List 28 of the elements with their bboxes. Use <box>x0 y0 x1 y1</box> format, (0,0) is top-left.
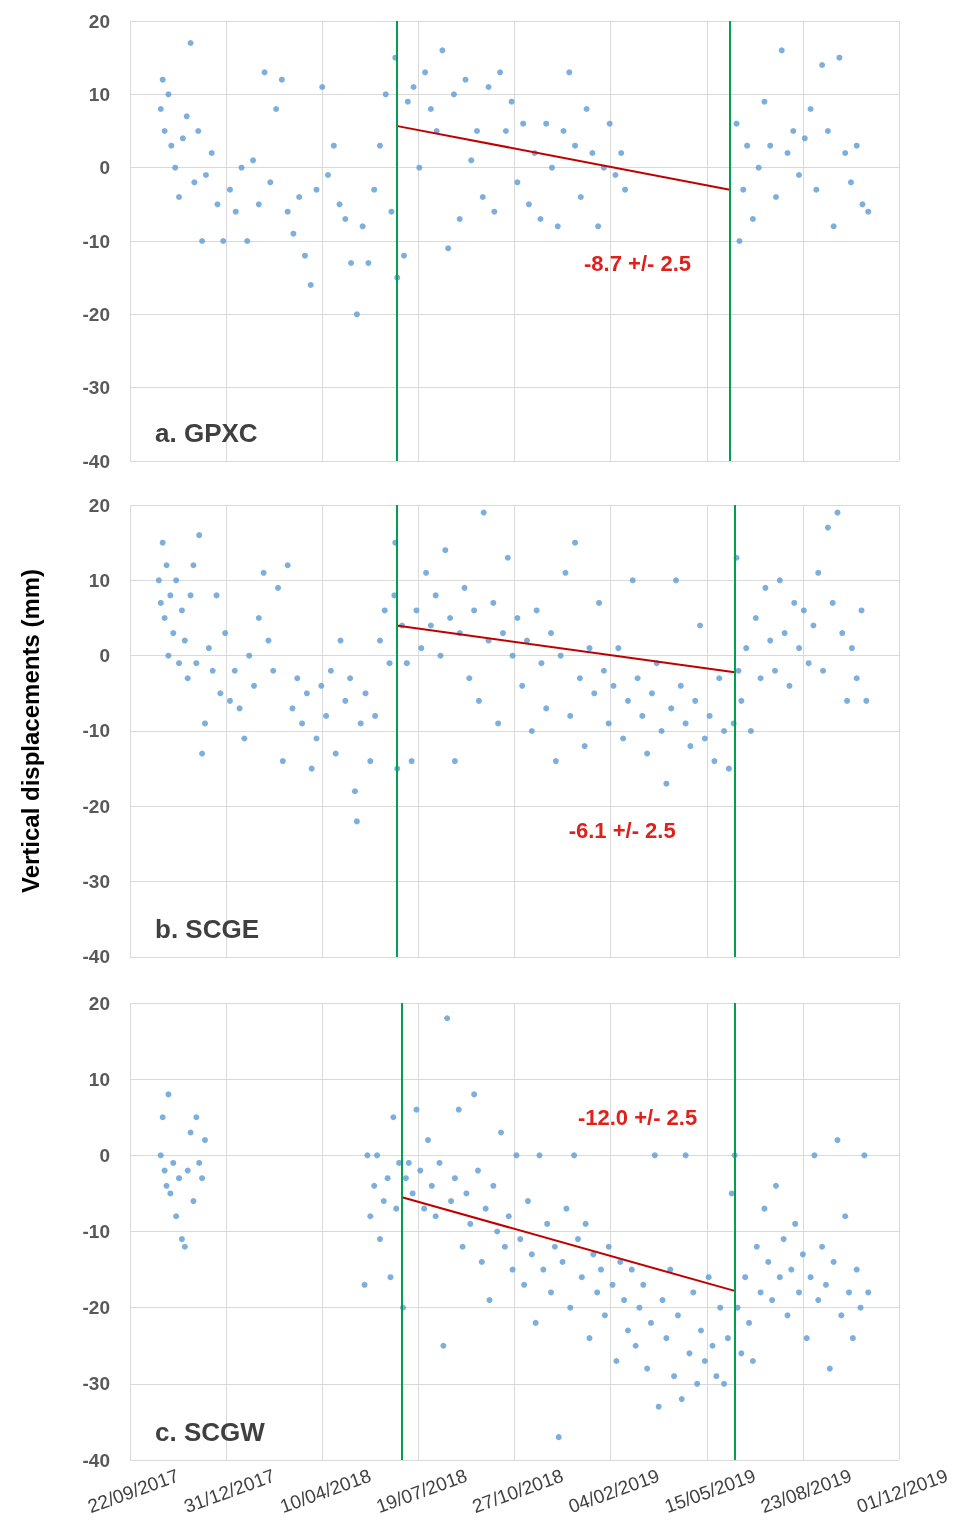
y-tick-label: -10 <box>82 230 110 252</box>
annotation: -8.7 +/- 2.5 <box>584 250 692 276</box>
y-tick-label: -40 <box>82 1449 110 1471</box>
text: a. GPXC <box>155 418 258 448</box>
y-tick-label: -20 <box>82 795 110 817</box>
y-tick-label: 0 <box>99 645 110 667</box>
y-tick-label: -40 <box>82 450 110 472</box>
y-tick-label: 10 <box>88 83 110 105</box>
y-tick-label: 10 <box>88 569 110 591</box>
y-tick-label: -30 <box>82 871 110 893</box>
y-tick-label: 0 <box>99 157 110 179</box>
y-tick-label: -10 <box>82 1221 110 1242</box>
y-tick-label: -20 <box>82 1297 110 1319</box>
annotation: -6.1 +/- 2.5 <box>568 817 676 843</box>
y-tick-label: 20 <box>88 10 110 32</box>
y-tick-label: -30 <box>82 377 110 399</box>
y-tick-label: -30 <box>82 1373 110 1395</box>
y-tick-label: -20 <box>82 303 110 325</box>
text: c. SCGW <box>155 1417 266 1447</box>
y-tick-label: 20 <box>88 992 110 1014</box>
text: b. SCGE <box>155 913 260 944</box>
y-tick-label: 0 <box>99 1144 110 1166</box>
y-tick-label: 10 <box>88 1068 110 1090</box>
annotation: -12.0 +/- 2.5 <box>577 1104 698 1130</box>
y-tick-label: -40 <box>82 946 110 968</box>
y-tick-label: 20 <box>88 494 110 516</box>
y-tick-label: -10 <box>82 720 110 742</box>
y-axis-title: Vertical displacements (mm) <box>16 568 44 894</box>
